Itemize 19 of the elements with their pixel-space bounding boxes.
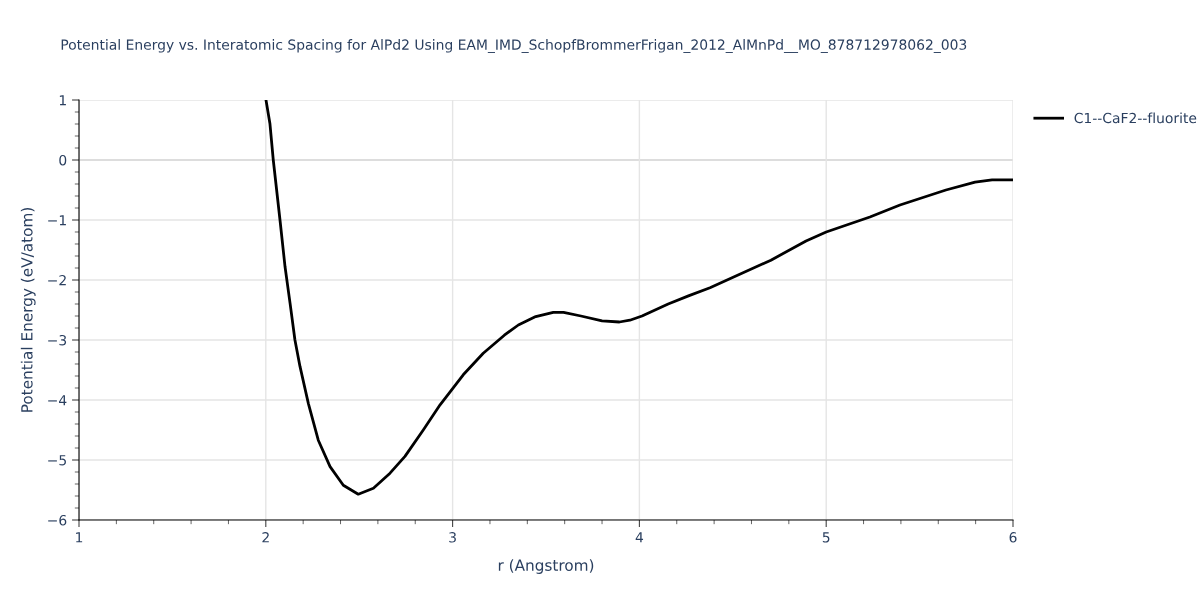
y-tick-label: −2 [48,274,66,286]
y-tick-label: −1 [48,215,66,226]
legend-label: C1--CaF2--fluorite [1074,112,1197,124]
x-tick-label: 2 [262,532,269,543]
x-axis-title: r (Angstrom) [498,559,594,574]
y-axis-title: Potential Energy (eV/atom) [20,208,36,412]
x-tick-label: 6 [1009,532,1017,543]
chart-title: Potential Energy vs. Interatomic Spacing for AlPd2 Using EAM_IMD_SchopfBrommerFrigan_2012_AlMnPd__MO_878712978062_003 [61,39,967,53]
x-tick-label: 3 [449,532,456,543]
y-tick-label: −3 [48,334,67,346]
y-tick-label: −5 [48,455,66,466]
line-series [264,100,1013,496]
x-tick-label: 4 [635,532,644,543]
y-tick-label: −4 [48,395,67,406]
x-tick-label: 1 [76,532,83,543]
y-tick-label: 1 [59,95,66,106]
y-tick-label: 0 [59,154,67,166]
x-tick-label: 5 [822,532,830,543]
y-tick-label: −6 [48,514,67,526]
